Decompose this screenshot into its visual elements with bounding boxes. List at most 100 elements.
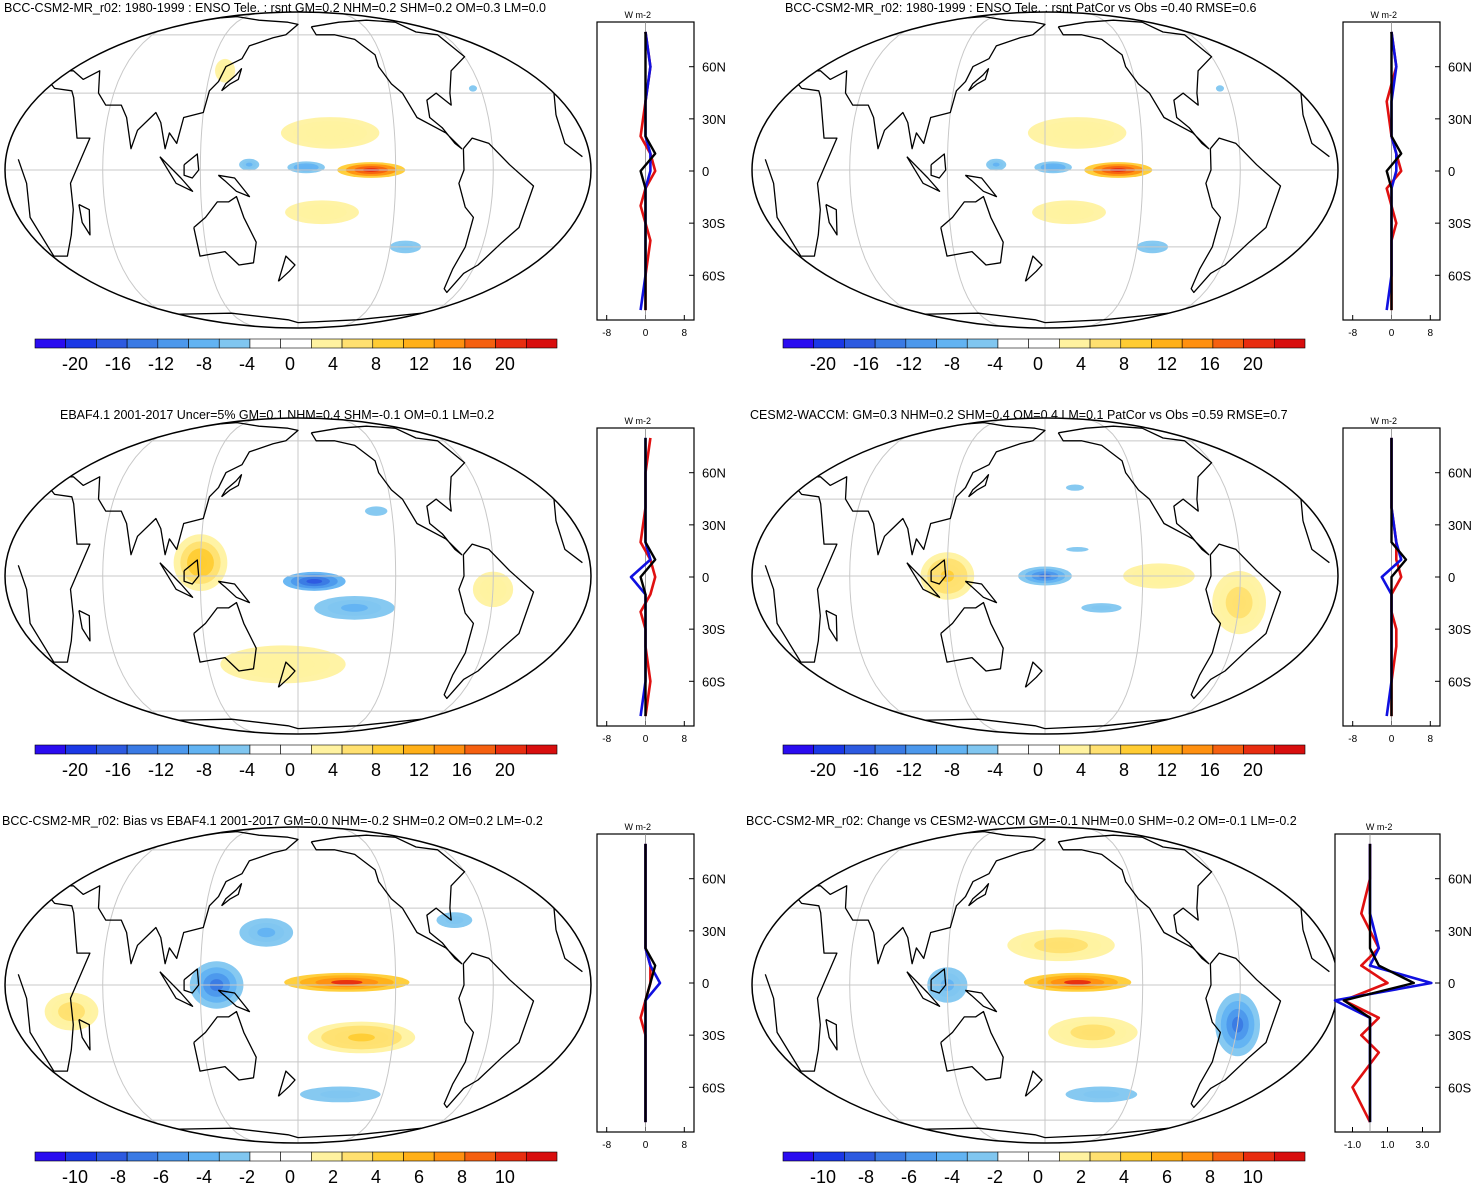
meridian-line [297,418,494,734]
panel-4: CESM2-WACCM: GM=0.3 NHM=0.2 SHM=0.4 OM=0… [750,408,1472,780]
profile-lat-label: 60S [702,1080,725,1095]
colorbar-swatch [1212,338,1244,349]
profile-lat-label: 30N [1448,112,1472,127]
coastline [825,609,838,642]
profile-x-label: -1.0 [1344,1140,1362,1151]
colorbar-swatch [249,744,281,755]
profile-lat-label: 60N [702,466,726,481]
colorbar-swatch [188,338,220,349]
profile-line-diff [639,31,657,311]
colorbar-tick-label: 16 [452,354,472,374]
profile-x-label: 0 [1389,734,1395,745]
profile-x-label: 8 [682,1140,688,1151]
zonal-mean-profile: W m-2 60N 30N 0 30S 60S -8 0 8 [596,822,726,1151]
profile-lat-label: 30N [702,112,726,127]
anomaly-patch [320,1090,361,1099]
profile-unit-label: W m-2 [624,416,651,426]
colorbar-swatch [1212,1151,1244,1162]
colorbar-swatch [249,338,281,349]
map-outline [751,11,1339,329]
colorbar-tick-label: 10 [1243,1167,1263,1184]
colorbar-swatch [936,1151,968,1162]
colorbar-tick-label: -2 [987,1167,1003,1184]
colorbar-tick-label: 4 [1076,760,1086,780]
profile-line-diff [644,843,657,1123]
world-map [751,11,1339,329]
colorbar-swatch [997,744,1029,755]
colorbar-swatch [218,1151,251,1162]
colorbar-tick-label: -8 [944,760,960,780]
colorbar-swatch [249,1151,281,1162]
colorbar-swatch [1089,1151,1122,1162]
colorbar-tick-label: 12 [1157,354,1177,374]
profile-x-label: -8 [1348,328,1357,339]
profile-x-label: 8 [682,734,688,745]
coastline [277,255,296,282]
anomaly-patch [1046,165,1060,170]
coastline [1057,425,1213,556]
coastline [1264,443,1283,458]
coastline [940,1010,1004,1081]
profile-line-model [1342,843,1389,1123]
colorbar-swatch [966,744,999,755]
meridian-line [849,12,1046,328]
profile-lat-label: 30S [702,1028,725,1043]
coastline [930,153,947,179]
zonal-mean-profile: W m-2 60N 30N 0 30S 60S -8 0 8 [1342,416,1472,745]
coastline [193,1010,257,1081]
colorbar-tick-label: 2 [328,1167,338,1184]
profile-lat-label: 60S [702,268,725,283]
profile-x-label: -8 [602,1140,611,1151]
colorbar-tick-label: 8 [1119,760,1129,780]
profile-x-label: 3.0 [1416,1140,1430,1151]
coastline [443,137,535,294]
coastline [443,952,535,1109]
colorbar-swatch [525,1151,558,1162]
colorbar-swatch [280,1151,312,1162]
colorbar-swatch [65,744,97,755]
anomaly-patch [1056,208,1082,217]
profile-x-label: -8 [602,328,611,339]
colorbar-swatch [1273,744,1306,755]
colorbar: -20 -16 -12 -8 -4 0 4 8 12 16 20 [34,744,558,780]
colorbar-swatch [188,1151,220,1162]
colorbar-swatch [874,1151,907,1162]
colorbar-tick-label: -6 [901,1167,917,1184]
profile-lat-label: 30S [1448,622,1471,637]
colorbar-tick-label: -6 [153,1167,169,1184]
coastline [193,601,257,672]
colorbar-tick-label: 10 [495,1167,515,1184]
colorbar-tick-label: 0 [285,354,295,374]
colorbar-swatch [403,1151,435,1162]
panel-title: CESM2-WACCM: GM=0.3 NHM=0.2 SHM=0.4 OM=0… [750,408,1288,422]
colorbar: -10 -8 -6 -4 -2 0 2 4 6 8 10 [782,1151,1306,1184]
meridian-line [946,12,1046,328]
colorbar-swatch [525,338,558,349]
colorbar-swatch [997,1151,1029,1162]
colorbar-swatch [1273,1151,1306,1162]
meridian-line [102,418,299,734]
colorbar-tick-label: -8 [944,354,960,374]
colorbar-swatch [341,1151,374,1162]
colorbar-swatch [844,338,876,349]
colorbar-swatch [1273,338,1306,349]
profile-unit-label: W m-2 [624,10,651,20]
meridian-line [102,12,299,328]
coastline [78,609,91,642]
coastline [964,580,998,604]
colorbar-tick-label: -16 [105,354,131,374]
colorbar-swatch [403,338,435,349]
colorbar-tick-label: 0 [1033,1167,1043,1184]
coastline [159,971,194,1007]
coastline [159,562,194,598]
coastline [1190,137,1282,294]
anomaly-field [920,474,1266,635]
colorbar-tick-label: 8 [371,760,381,780]
colorbar-swatch [1243,1151,1275,1162]
coastline [825,203,838,236]
colorbar-tick-label: -2 [239,1167,255,1184]
colorbar-swatch [372,1151,404,1162]
profile-lat-label: 60N [702,60,726,75]
colorbar-tick-label: 4 [1076,354,1086,374]
colorbar-swatch [495,744,527,755]
